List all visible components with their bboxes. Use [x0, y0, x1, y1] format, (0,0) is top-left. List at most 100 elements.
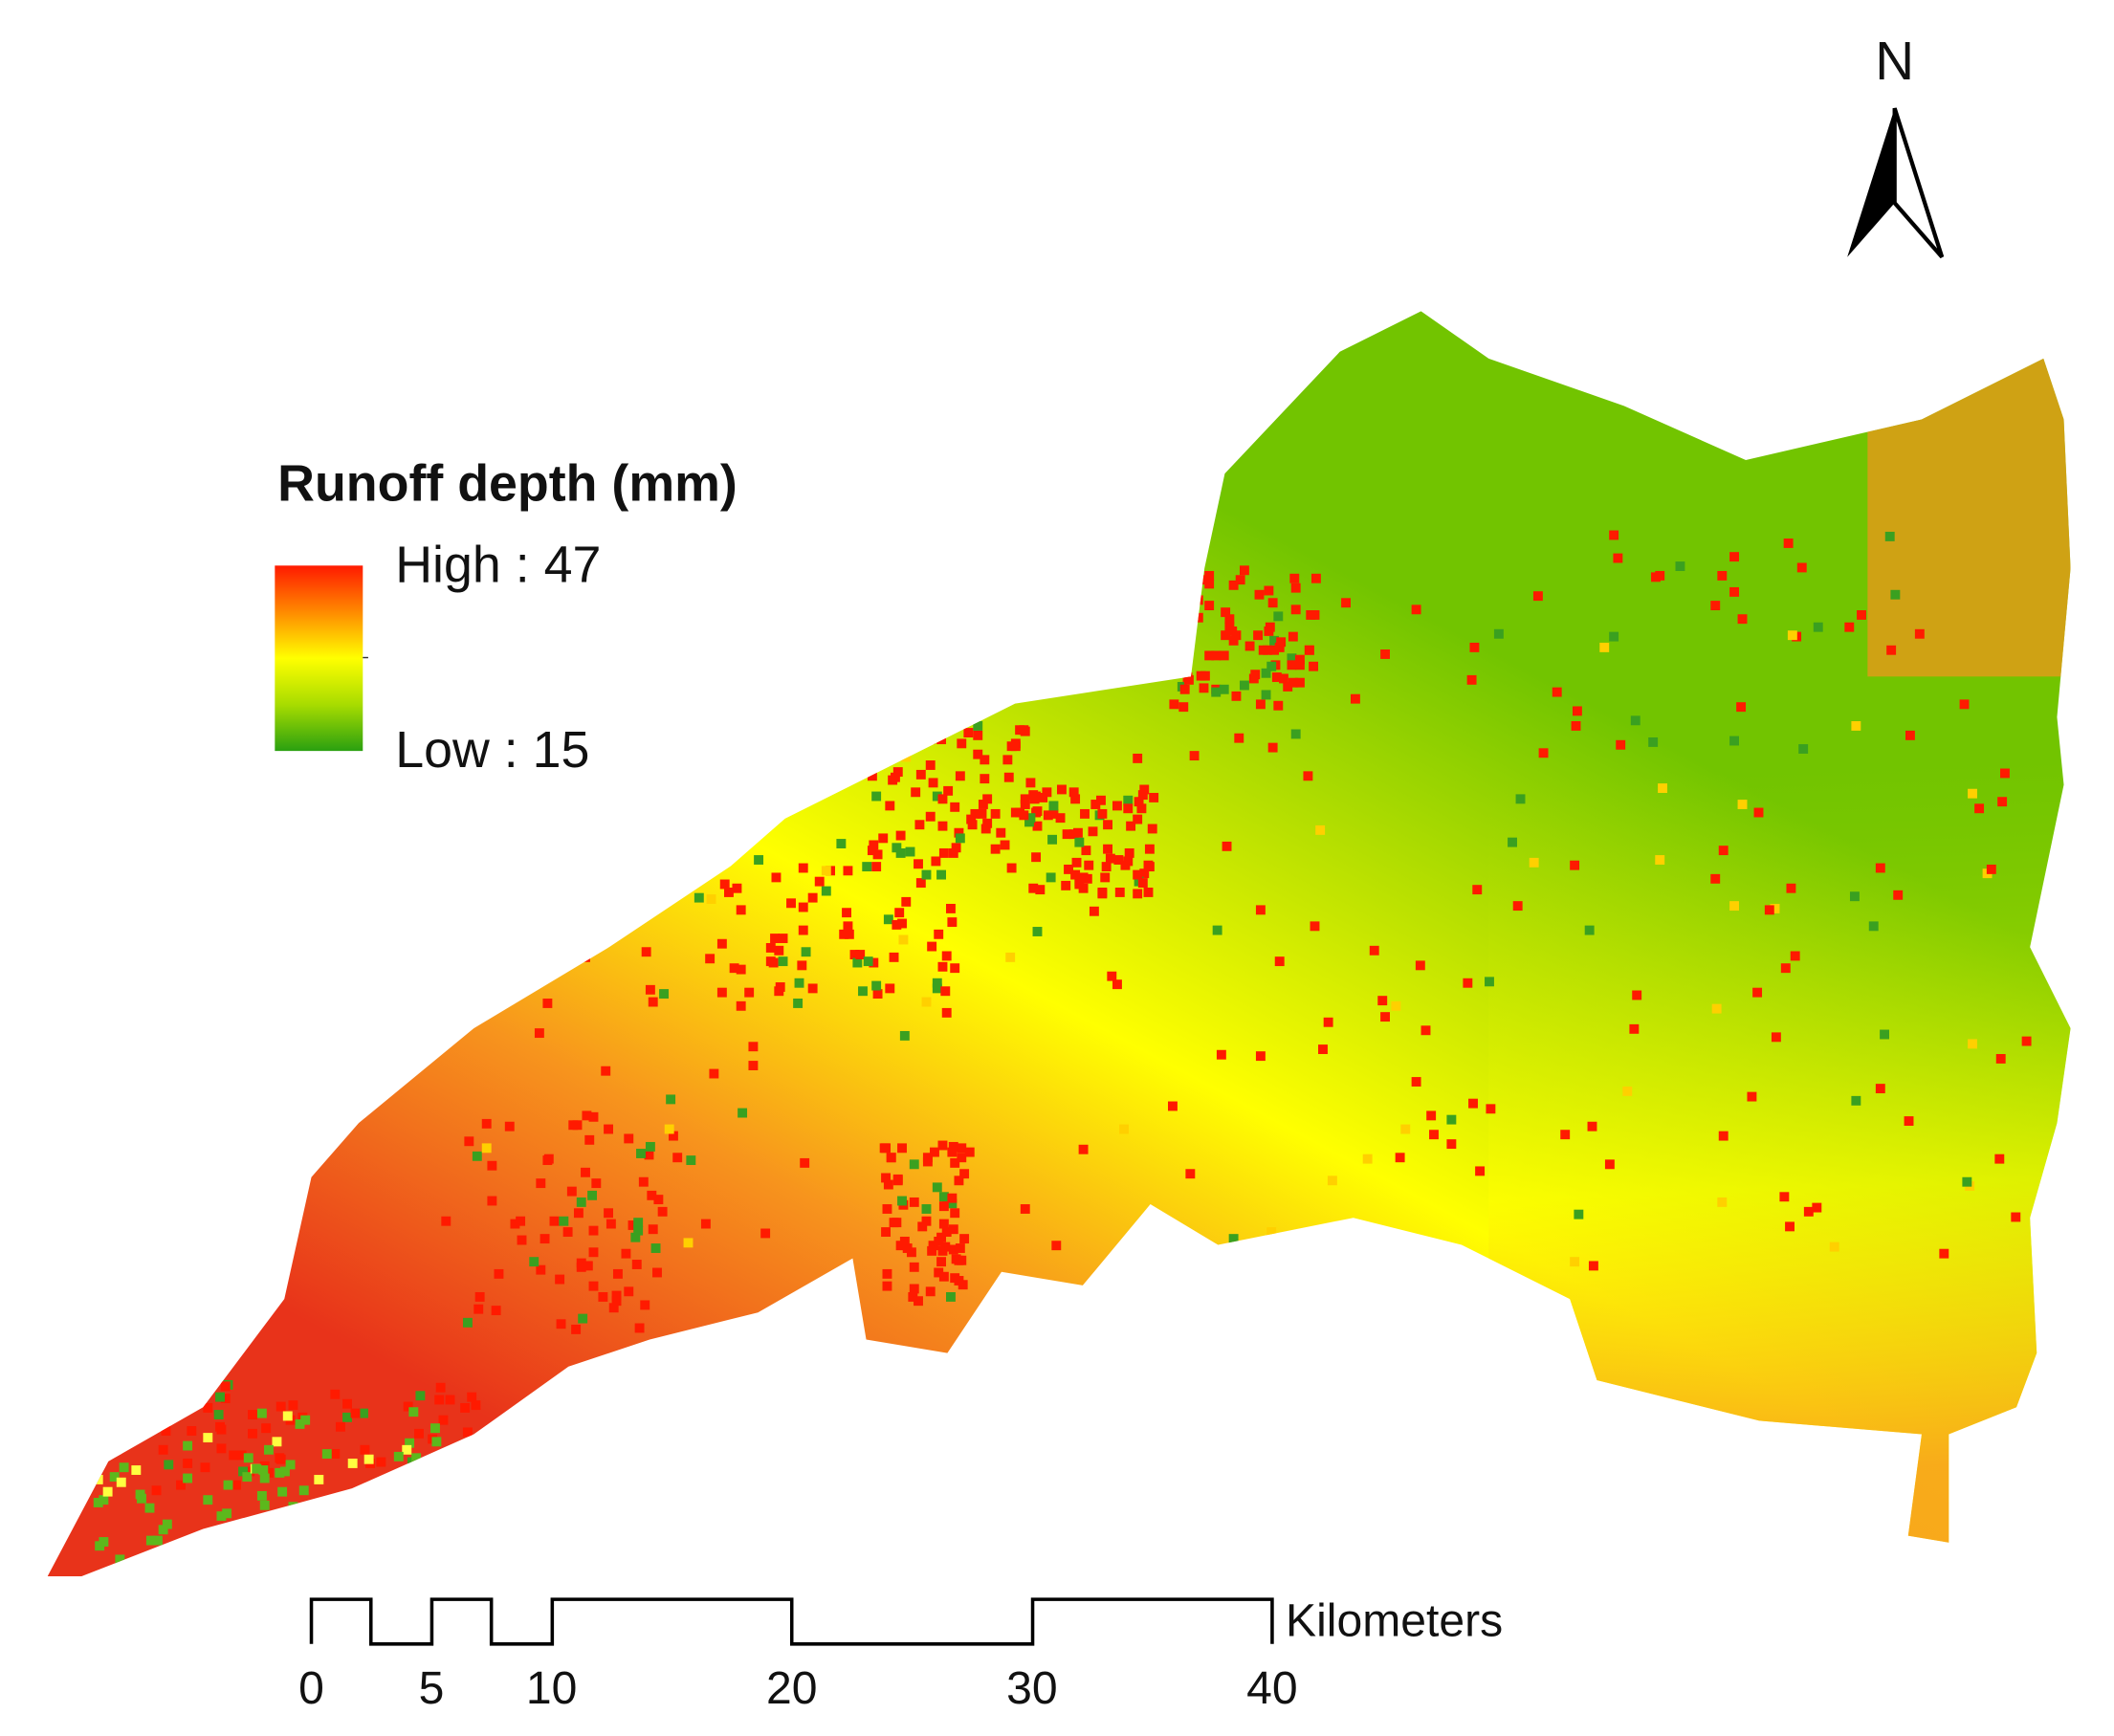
- scale-tick-label: 5: [419, 1662, 445, 1714]
- speck: [1254, 589, 1265, 600]
- speck: [881, 725, 891, 736]
- speck: [947, 1147, 958, 1157]
- speck: [1266, 661, 1277, 671]
- speck: [550, 686, 561, 696]
- speck: [1798, 744, 1809, 754]
- speck: [897, 1196, 907, 1206]
- speck: [744, 987, 755, 998]
- speck: [901, 896, 912, 907]
- speck: [1380, 649, 1391, 659]
- speck: [980, 824, 991, 834]
- speck: [275, 1453, 285, 1463]
- speck: [1193, 595, 1203, 605]
- speck: [1968, 788, 1977, 799]
- speck: [1711, 1003, 1722, 1014]
- speck: [93, 1498, 103, 1507]
- speck: [1263, 645, 1272, 655]
- speck: [846, 730, 856, 740]
- speck: [1261, 668, 1271, 678]
- speck: [863, 956, 873, 967]
- speck: [1119, 1124, 1129, 1134]
- speck: [895, 847, 906, 858]
- speck: [354, 1492, 364, 1503]
- speck: [645, 984, 655, 995]
- speck: [1128, 633, 1138, 643]
- speck: [408, 1462, 419, 1473]
- speck: [1571, 721, 1581, 731]
- speck: [1310, 610, 1320, 620]
- speck: [562, 1227, 573, 1237]
- speck: [760, 1228, 771, 1239]
- speck: [955, 771, 965, 781]
- speck: [748, 1042, 759, 1052]
- speck: [1006, 863, 1017, 873]
- speck: [216, 1443, 227, 1454]
- speck: [1475, 1166, 1486, 1176]
- speck: [1884, 531, 1895, 541]
- speck: [376, 1457, 386, 1467]
- speck: [932, 728, 942, 737]
- speck: [1239, 565, 1249, 576]
- speck: [911, 787, 921, 798]
- speck: [121, 1426, 132, 1436]
- speck: [634, 1323, 645, 1333]
- speck: [1288, 677, 1298, 688]
- speck: [203, 1402, 213, 1413]
- speck: [1221, 630, 1231, 641]
- speck: [510, 1219, 520, 1229]
- speck: [1101, 862, 1112, 872]
- scale-bar: [309, 1597, 1274, 1646]
- speck: [954, 827, 964, 838]
- speck: [657, 628, 668, 639]
- speck: [1718, 1131, 1729, 1141]
- speck: [2011, 1212, 2021, 1222]
- speck: [342, 1398, 352, 1409]
- speck: [775, 982, 785, 992]
- speck: [633, 1218, 644, 1228]
- speck: [1729, 586, 1739, 597]
- speck: [321, 1521, 332, 1530]
- speck: [940, 648, 951, 658]
- speck: [738, 1108, 748, 1118]
- speck: [973, 749, 983, 759]
- speck: [481, 1143, 492, 1154]
- speck: [793, 999, 804, 1008]
- speck: [1737, 800, 1748, 809]
- speck: [576, 1262, 586, 1272]
- speck: [882, 1204, 892, 1214]
- speck: [1587, 1121, 1597, 1132]
- speck: [272, 1437, 282, 1447]
- speck: [1156, 638, 1167, 648]
- speck: [396, 1544, 407, 1554]
- speck: [938, 1219, 949, 1229]
- speck: [736, 964, 746, 975]
- speck: [1096, 795, 1106, 805]
- speck: [1779, 1192, 1790, 1202]
- speck: [909, 1159, 919, 1170]
- speck: [1028, 883, 1039, 893]
- speck: [231, 1480, 241, 1490]
- speck: [716, 987, 727, 998]
- speck: [1288, 631, 1298, 642]
- speck: [1655, 855, 1665, 865]
- speck: [2021, 1036, 2032, 1046]
- speck: [573, 1208, 584, 1219]
- speck: [1084, 860, 1094, 870]
- speck: [516, 1216, 526, 1226]
- speck: [1105, 853, 1115, 864]
- speck: [162, 1519, 172, 1529]
- speck: [869, 840, 879, 850]
- speck: [1212, 925, 1222, 935]
- speck: [1204, 570, 1215, 581]
- speck: [1072, 827, 1083, 838]
- speck: [807, 892, 818, 903]
- speck: [1294, 660, 1305, 670]
- speck: [578, 1313, 588, 1324]
- speck: [881, 736, 891, 746]
- speck: [657, 1206, 668, 1217]
- speck: [1785, 1221, 1795, 1232]
- speck: [624, 1286, 634, 1297]
- speck: [703, 791, 714, 802]
- speck: [1221, 607, 1231, 618]
